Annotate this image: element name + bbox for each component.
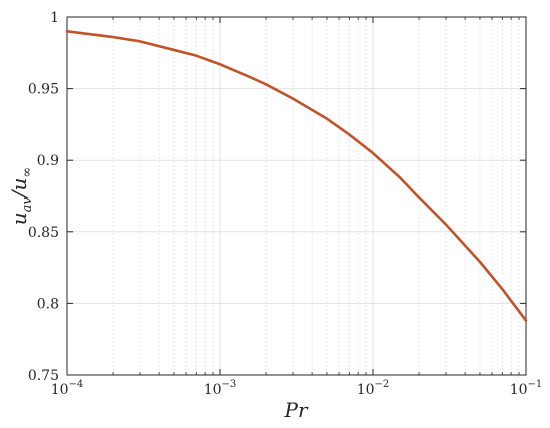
y-axis-label-sub-inf: ∞ xyxy=(20,167,35,178)
y-tick-label: 0.85 xyxy=(28,225,59,241)
x-tick-label-base: 10 xyxy=(51,382,69,398)
x-axis-label: Pr xyxy=(283,398,308,422)
y-tick-label: 1 xyxy=(50,10,59,26)
y-axis-label: uav/u∞ xyxy=(7,167,35,225)
y-axis-label-slash: /u xyxy=(7,178,31,200)
x-tick-label-base: 10 xyxy=(204,382,222,398)
x-tick-label-exponent: −2 xyxy=(375,379,390,390)
y-axis-label-sub-av: av xyxy=(20,197,35,213)
y-tick-label: 0.75 xyxy=(28,368,59,384)
plot-frame xyxy=(66,16,527,376)
y-tick-label: 0.9 xyxy=(37,153,59,169)
y-tick-label: 0.95 xyxy=(28,82,59,98)
grid xyxy=(66,17,527,375)
x-tick-label-exponent: −3 xyxy=(222,379,237,390)
x-tick-label-exponent: −4 xyxy=(69,379,84,390)
x-tick-label-base: 10 xyxy=(357,382,375,398)
x-tick-label: 10−4 xyxy=(51,379,84,398)
axis-ticks: 10−4 10−3 10−2 10−10.750.80.850.90.951 xyxy=(28,10,542,398)
x-tick-label-base: 10 xyxy=(510,382,528,398)
x-tick-label-exponent: −1 xyxy=(528,379,543,390)
y-axis-label-u: u xyxy=(7,212,31,225)
series-group xyxy=(65,30,528,322)
series-line xyxy=(65,30,528,322)
x-tick-label: 10−2 xyxy=(357,379,390,398)
x-tick-label: 10−3 xyxy=(204,379,237,398)
y-tick-label: 0.8 xyxy=(37,296,59,312)
x-tick-label: 10−1 xyxy=(510,379,543,398)
